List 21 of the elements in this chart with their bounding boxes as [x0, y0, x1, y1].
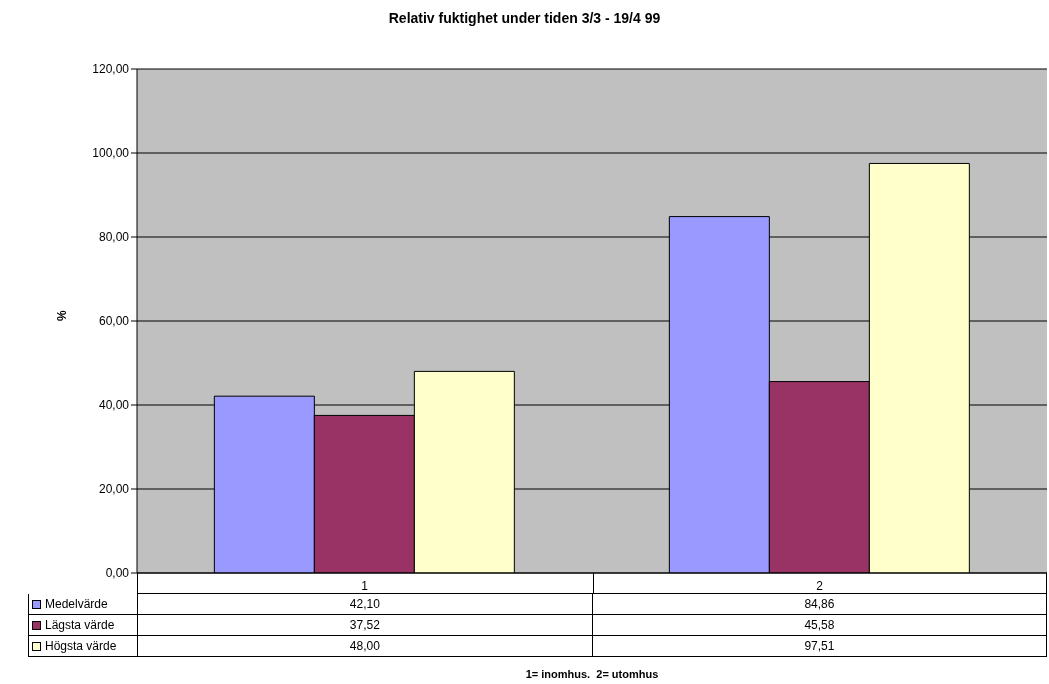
data-label: 37,52: [348, 617, 381, 634]
chart-title: Relativ fuktighet under tiden 3/3 - 19/4 99: [387, 10, 662, 26]
x-tick-label: 2: [816, 578, 824, 593]
data-label: 42,10: [348, 596, 381, 613]
y-tick-label: 80,00: [98, 230, 130, 245]
y-tick-label: 20,00: [98, 482, 130, 497]
data-label: 48,00: [348, 638, 381, 655]
data-label: 97,51: [591, 636, 1047, 656]
legend-label: Högsta värde: [45, 639, 117, 653]
data-label: 45,58: [591, 615, 1047, 635]
y-tick-label: 100,00: [92, 146, 130, 161]
x-tick-label: 1: [361, 578, 369, 593]
y-axis-title: %: [55, 310, 70, 321]
y-tick-label: 120,00: [92, 62, 130, 77]
text: 1= inomhus. 2= utomhus: [524, 668, 660, 680]
data-label: 84,86: [591, 594, 1047, 614]
y-tick-label: 40,00: [98, 398, 130, 413]
y-tick-label: 60,00: [98, 314, 130, 329]
legend-label: Medelvärde: [45, 597, 108, 611]
y-tick-label: 0,00: [105, 566, 130, 581]
legend-label: Lägsta värde: [45, 618, 115, 632]
